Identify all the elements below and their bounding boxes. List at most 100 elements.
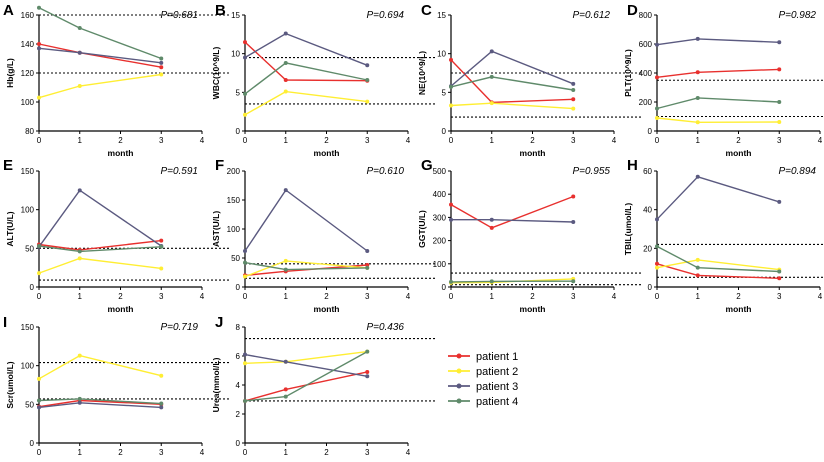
x-tick-label: 0 <box>243 136 248 145</box>
y-tick-label: 150 <box>227 196 241 205</box>
data-point-patient-2 <box>655 115 659 120</box>
y-tick-label: 0 <box>442 127 447 136</box>
data-point-patient-3 <box>655 42 659 47</box>
data-point-patient-4 <box>283 60 288 65</box>
y-tick-label: 4 <box>236 381 241 390</box>
x-tick-label: 2 <box>530 136 535 145</box>
x-axis-title: month <box>726 304 752 314</box>
x-axis-title: month <box>314 148 340 158</box>
data-point-patient-1 <box>283 387 288 392</box>
data-point-patient-3 <box>489 217 494 222</box>
p-value-label: P=0.894 <box>778 166 816 177</box>
data-point-patient-4 <box>77 396 82 401</box>
x-tick-label: 2 <box>118 292 123 301</box>
panel-letter: G <box>421 157 433 174</box>
y-tick-label: 0 <box>648 127 653 136</box>
y-tick-label: 5 <box>442 88 447 97</box>
legend: patient 1 patient 2 patient 3 patient 4 <box>448 351 518 408</box>
y-tick-label: 140 <box>21 40 35 49</box>
data-point-patient-4 <box>489 74 494 79</box>
data-point-patient-1 <box>489 225 494 230</box>
y-tick-label: 160 <box>21 11 35 20</box>
data-point-patient-2 <box>695 120 700 125</box>
chart-panel-f: F P=0.610 0 50 100 150 200 0 1 2 3 4 month AST(U/L) <box>211 157 436 314</box>
x-tick-label: 4 <box>818 292 823 301</box>
data-point-patient-1 <box>655 261 659 266</box>
x-tick-label: 4 <box>406 292 411 301</box>
series-line-patient-1 <box>656 68 780 78</box>
y-tick-label: 0 <box>30 439 35 448</box>
y-tick-label: 200 <box>639 98 653 107</box>
data-point-patient-2 <box>365 99 370 104</box>
data-point-patient-3 <box>695 174 700 179</box>
x-axis-title: month <box>314 460 340 462</box>
data-point-patient-3 <box>571 220 576 225</box>
legend-label-patient-4: patient 4 <box>476 396 518 408</box>
x-tick-label: 1 <box>284 136 289 145</box>
data-point-patient-4 <box>777 269 782 274</box>
y-tick-label: 0 <box>236 283 241 292</box>
data-point-patient-4 <box>695 95 700 100</box>
y-tick-label: 15 <box>231 11 240 20</box>
x-tick-label: 4 <box>818 136 823 145</box>
series-line-patient-2 <box>38 354 162 380</box>
y-tick-label: 6 <box>236 352 241 361</box>
y-tick-label: 50 <box>25 400 34 409</box>
legend-marker-patient-2 <box>456 368 462 374</box>
data-point-patient-4 <box>449 279 453 284</box>
y-tick-label: 10 <box>437 50 446 59</box>
y-axis-title: NE(10^9/L) <box>417 51 427 95</box>
x-tick-label: 2 <box>324 292 329 301</box>
x-tick-label: 4 <box>612 136 617 145</box>
x-tick-label: 0 <box>243 448 248 457</box>
series-line-patient-3 <box>244 189 368 252</box>
data-point-patient-2 <box>489 101 494 106</box>
panel-letter: C <box>421 2 432 19</box>
x-tick-label: 3 <box>777 292 782 301</box>
data-point-patient-3 <box>695 36 700 41</box>
data-point-patient-3 <box>365 249 370 254</box>
y-tick-label: 300 <box>433 213 447 222</box>
p-value-label: P=0.694 <box>366 10 404 21</box>
data-point-patient-4 <box>449 84 453 89</box>
data-point-patient-1 <box>159 65 164 70</box>
x-tick-label: 0 <box>655 292 660 301</box>
data-point-patient-3 <box>571 81 576 86</box>
x-tick-label: 0 <box>243 292 248 301</box>
x-tick-label: 0 <box>655 136 660 145</box>
data-point-patient-3 <box>449 217 453 222</box>
data-point-patient-4 <box>159 401 164 406</box>
x-tick-label: 1 <box>284 448 289 457</box>
data-point-patient-4 <box>283 394 288 399</box>
series-line-patient-1 <box>244 41 368 82</box>
x-tick-label: 4 <box>406 448 411 457</box>
y-tick-label: 150 <box>21 323 35 332</box>
series-line-patient-3 <box>38 47 162 64</box>
data-point-patient-1 <box>37 42 41 46</box>
x-axis-title: month <box>108 460 134 462</box>
x-tick-label: 1 <box>78 448 83 457</box>
data-point-patient-1 <box>365 262 370 267</box>
y-tick-label: 5 <box>236 88 241 97</box>
data-point-patient-2 <box>243 361 247 366</box>
data-point-patient-4 <box>37 398 41 403</box>
chart-panel-b: B P=0.694 0 5 10 15 0 1 2 3 4 month WBC(10^9/L) <box>211 2 436 158</box>
data-point-patient-4 <box>489 279 494 284</box>
y-tick-label: 2 <box>236 410 241 419</box>
y-tick-label: 20 <box>643 244 652 253</box>
y-tick-label: 50 <box>231 254 240 263</box>
data-point-patient-4 <box>365 77 370 82</box>
y-tick-label: 0 <box>30 283 35 292</box>
data-point-patient-3 <box>365 63 370 68</box>
data-point-patient-1 <box>365 369 370 374</box>
series-line-patient-1 <box>244 371 368 402</box>
x-tick-label: 3 <box>159 136 164 145</box>
chart-panel-h: H P=0.894 0 20 40 60 0 1 2 3 4 month TBIL(umol/L) <box>623 157 824 314</box>
x-tick-label: 1 <box>78 292 83 301</box>
y-tick-label: 100 <box>227 225 241 234</box>
data-point-patient-3 <box>655 217 659 222</box>
y-tick-label: 0 <box>442 283 447 292</box>
x-tick-label: 2 <box>736 136 741 145</box>
chart-panel-c: C P=0.612 0 5 10 15 0 1 2 3 4 month NE(10^9/L) <box>417 2 642 158</box>
